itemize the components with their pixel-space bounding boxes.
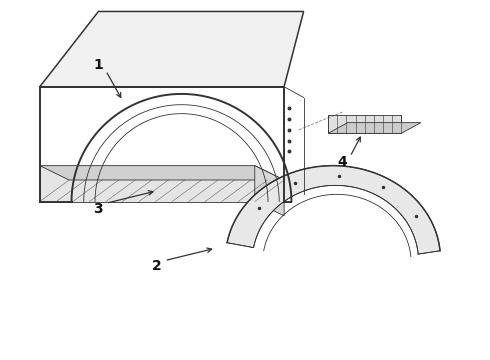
Text: 2: 2 <box>152 259 162 273</box>
Text: 4: 4 <box>338 155 347 169</box>
Polygon shape <box>40 12 304 87</box>
Polygon shape <box>328 116 401 134</box>
Polygon shape <box>40 166 284 180</box>
Text: 1: 1 <box>94 58 103 72</box>
Polygon shape <box>227 166 440 254</box>
Polygon shape <box>328 123 421 134</box>
Polygon shape <box>40 166 255 202</box>
Polygon shape <box>255 166 284 216</box>
Text: 3: 3 <box>94 202 103 216</box>
